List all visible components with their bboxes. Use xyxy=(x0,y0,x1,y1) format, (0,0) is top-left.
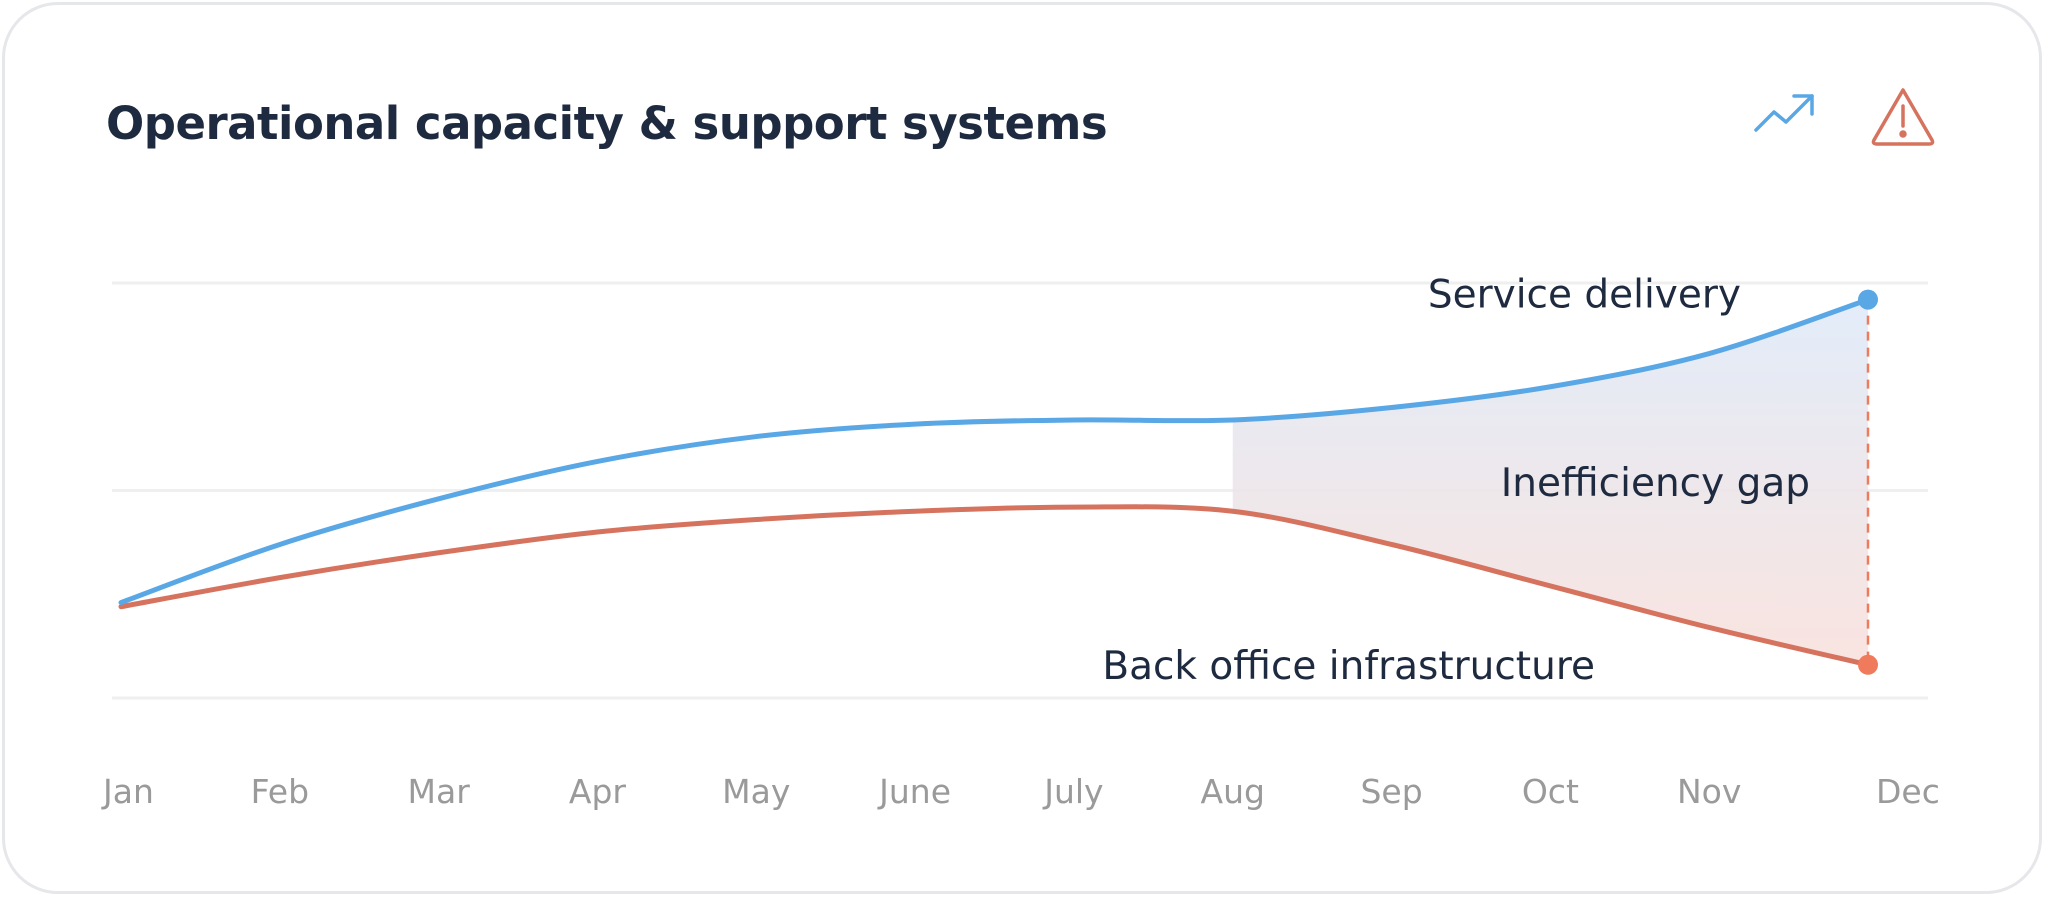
point-service-delivery-dec xyxy=(1858,289,1878,310)
trending-up-icon[interactable] xyxy=(1750,82,1820,152)
series-line-service-delivery xyxy=(118,297,1871,606)
point-back-office-infrastructure-dec xyxy=(1858,654,1878,675)
x-tick-label-june: June xyxy=(877,772,951,811)
x-tick-label-dec: Dec xyxy=(1876,772,1940,811)
x-tick-label-apr: Apr xyxy=(569,772,627,811)
x-tick-label-oct: Oct xyxy=(1522,772,1579,811)
warning-triangle-icon[interactable] xyxy=(1868,82,1938,152)
series-line-back-office-infrastructure xyxy=(118,504,1871,668)
x-tick-label-jan: Jan xyxy=(101,772,154,811)
x-tick-label-july: July xyxy=(1042,772,1103,811)
x-tick-label-feb: Feb xyxy=(251,772,309,811)
x-tick-label-may: May xyxy=(722,772,790,811)
card-title: Operational capacity & support systems xyxy=(106,97,1108,150)
inefficiency-gap-area xyxy=(1232,299,1868,665)
x-tick-label-sep: Sep xyxy=(1360,772,1422,811)
label-back-office-infrastructure: Back office infrastructure xyxy=(1102,644,1595,689)
label-inefficiency-gap: Inefficiency gap xyxy=(1501,461,1810,506)
x-tick-label-nov: Nov xyxy=(1677,772,1741,811)
x-tick-label-mar: Mar xyxy=(408,772,471,811)
label-service-delivery: Service delivery xyxy=(1428,273,1741,318)
x-tick-label-aug: Aug xyxy=(1201,772,1265,811)
